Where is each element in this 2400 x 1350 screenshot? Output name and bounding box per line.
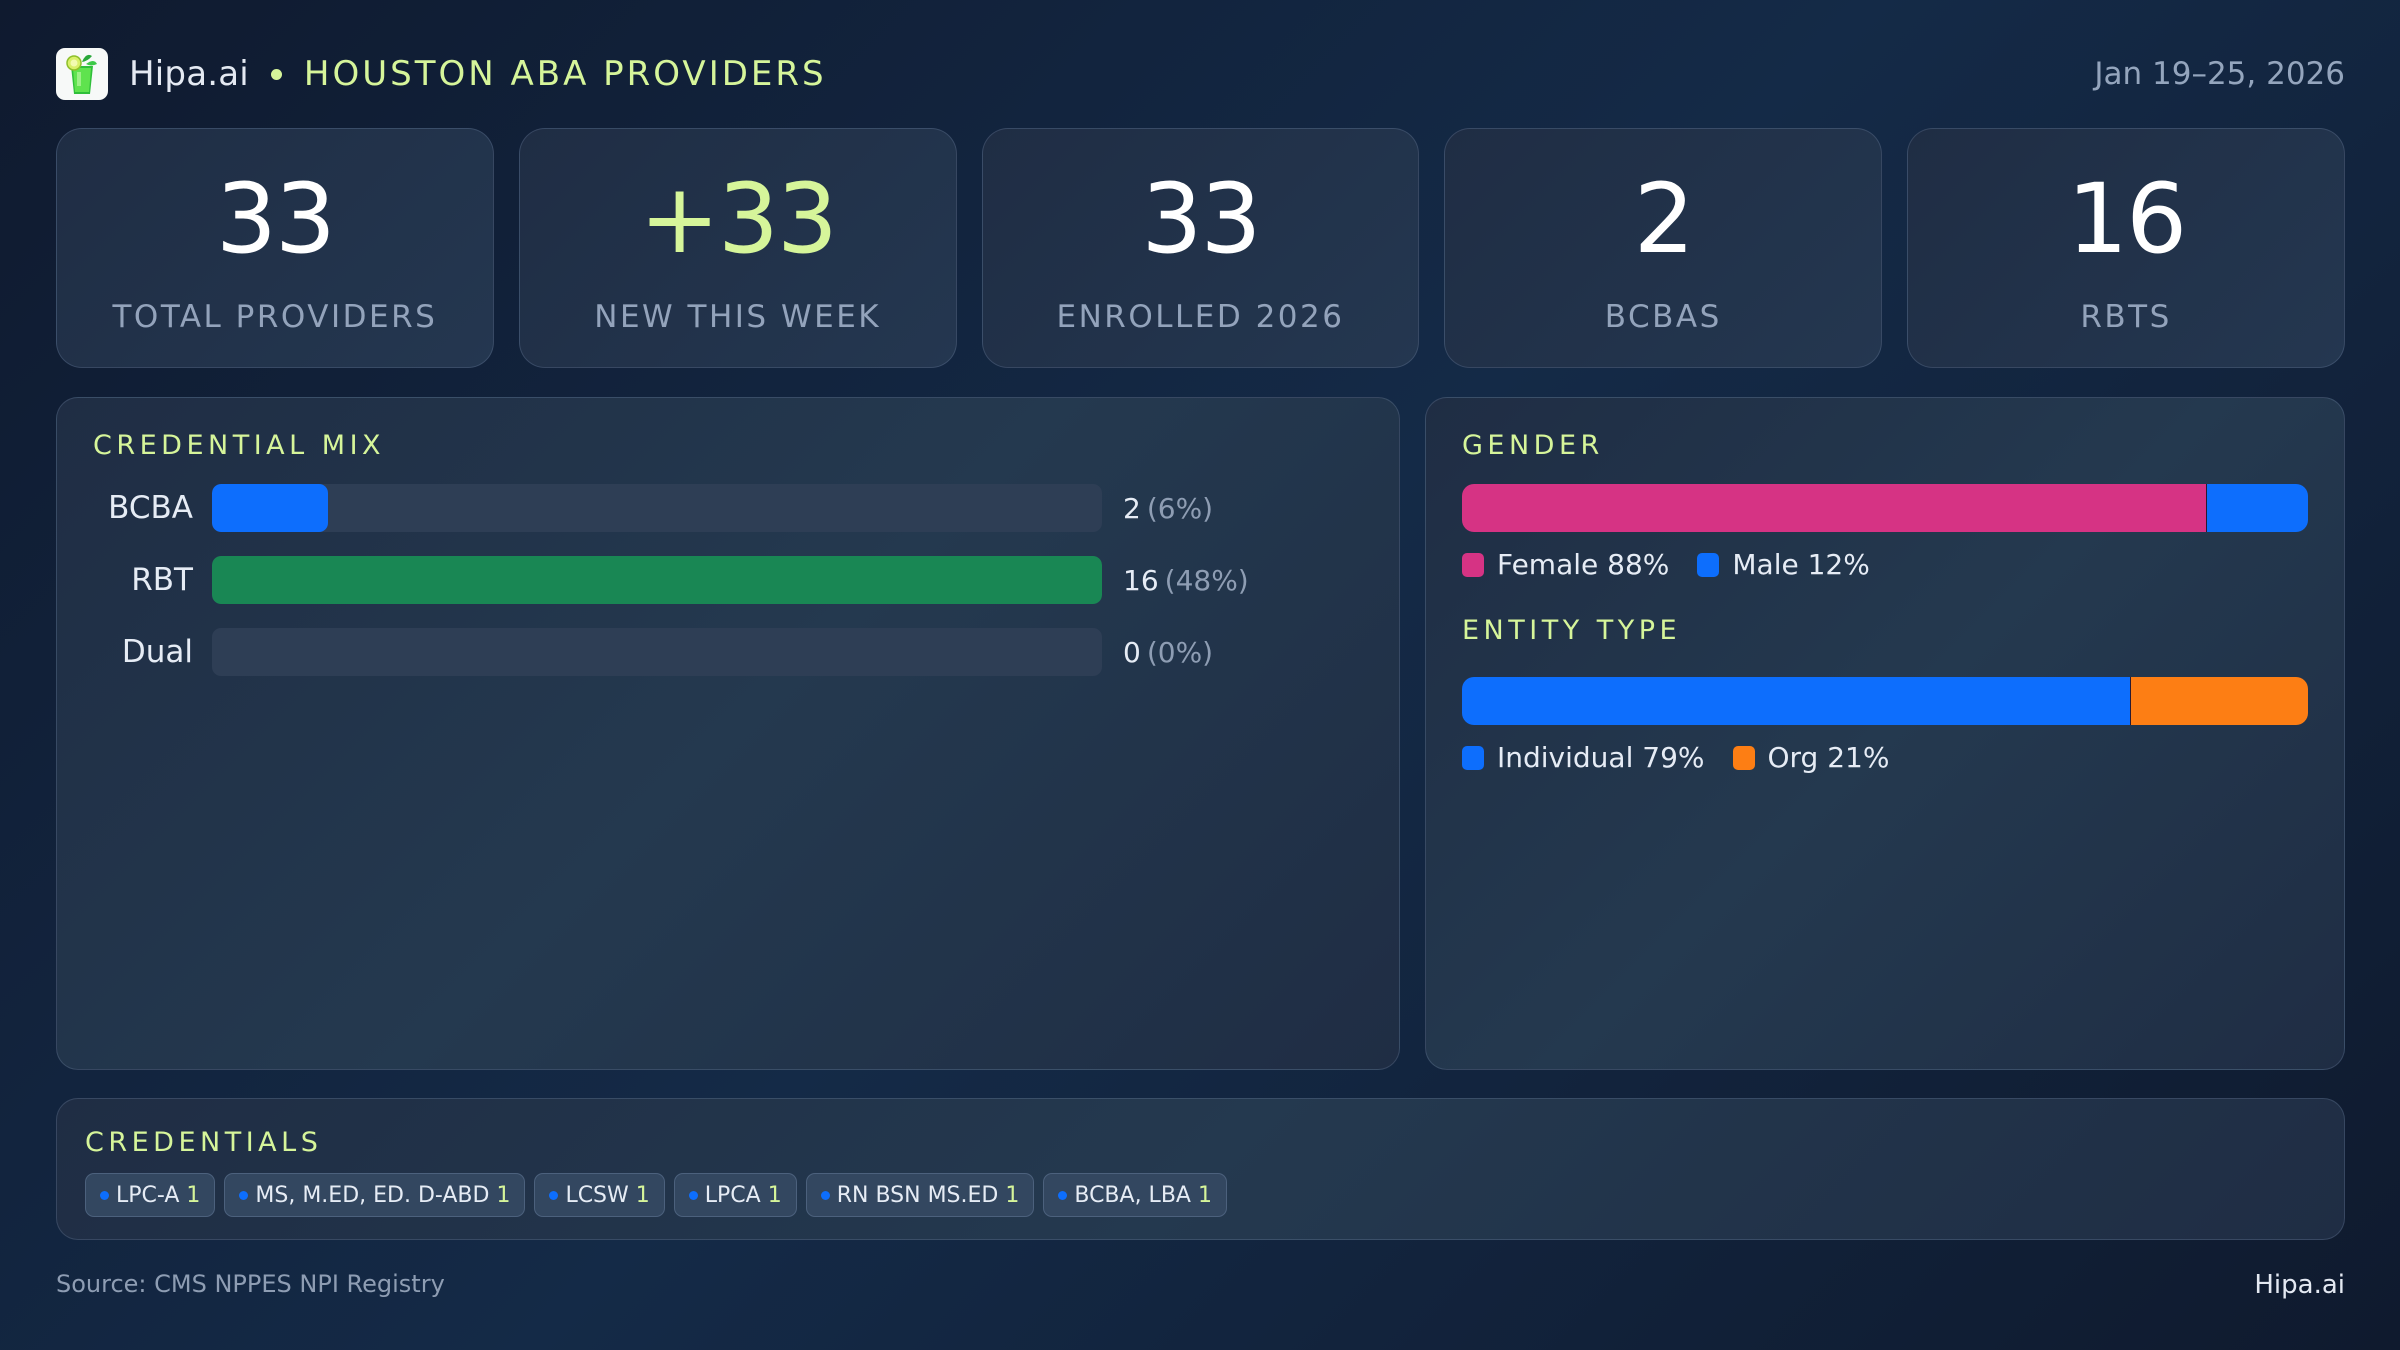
legend-swatch: [1462, 552, 1484, 577]
chip-label: LPCA: [704, 1182, 761, 1208]
bullet-dot-icon: [820, 1190, 830, 1200]
credential-mix-panel: CREDENTIAL MIX BCBA 2 (6%) RBT 16 (48%) Du…: [56, 397, 1400, 1070]
mix-value: 0 (0%): [1123, 636, 1213, 669]
mix-value: 16 (48%): [1123, 564, 1249, 597]
legend-swatch: [1732, 745, 1755, 770]
gender-legend: Female 88% Male 12%: [1462, 548, 1898, 581]
mix-row-dual: Dual 0 (0%): [57, 628, 1213, 676]
mix-bar-track: [212, 628, 1102, 676]
mix-bar-fill: [212, 556, 1102, 604]
title-separator-dot: [270, 68, 282, 80]
legend-item-individual: Individual 79%: [1462, 741, 1705, 774]
mix-bar-fill: [212, 484, 328, 532]
kpi-label: TOTAL PROVIDERS: [112, 299, 438, 335]
bullet-dot-icon: [100, 1190, 109, 1200]
kpi-value: 2: [1633, 163, 1695, 275]
credential-chip: LPC-A 1: [85, 1173, 216, 1217]
legend-item-female: Female 88%: [1462, 548, 1669, 581]
chip-count: 1: [496, 1182, 511, 1208]
chip-label: MS, M.ED, ED. D-ABD: [255, 1182, 490, 1208]
entity-type-stacked-bar: [1462, 677, 2308, 725]
mix-row-rbt: RBT 16 (48%): [57, 556, 1249, 604]
chip-count: 1: [635, 1182, 650, 1208]
legend-label: Female 88%: [1497, 548, 1670, 581]
bullet-dot-icon: [1058, 1190, 1068, 1200]
kpi-label: RBTS: [2080, 299, 2172, 335]
chip-label: RN BSN MS.ED: [836, 1182, 999, 1208]
legend-swatch: [1462, 745, 1484, 770]
legend-label: Male 12%: [1732, 548, 1870, 581]
credential-chip: MS, M.ED, ED. D-ABD 1: [224, 1173, 526, 1217]
mix-count: 16: [1123, 563, 1159, 597]
credential-chip-list: LPC-A 1 MS, M.ED, ED. D-ABD 1 LCSW 1 LPC…: [85, 1173, 1227, 1217]
legend-label: Org 21%: [1767, 741, 1890, 774]
credential-chip: BCBA, LBA 1: [1043, 1173, 1227, 1217]
kpi-label: ENROLLED 2026: [1056, 299, 1345, 335]
kpi-card-bcbas: 2 BCBAS: [1444, 128, 1883, 368]
footer-brand: Hipa.ai: [2254, 1270, 2345, 1300]
gender-segment-female: [1462, 484, 2207, 532]
mix-pct: (6%): [1146, 491, 1214, 525]
header: Hipa.ai HOUSTON ABA PROVIDERS Jan 19–25,…: [56, 48, 2345, 100]
kpi-value: 33: [215, 163, 336, 275]
mix-bar-track: [212, 484, 1102, 532]
kpi-label: NEW THIS WEEK: [594, 299, 882, 335]
legend-item-org: Org 21%: [1732, 741, 1890, 774]
entity-type-legend: Individual 79% Org 21%: [1462, 741, 1917, 774]
legend-label: Individual 79%: [1497, 741, 1705, 774]
chip-label: BCBA, LBA: [1074, 1182, 1191, 1208]
kpi-value: 16: [2067, 163, 2187, 275]
chip-count: 1: [1005, 1182, 1020, 1208]
bullet-dot-icon: [688, 1190, 698, 1200]
entity-segment-individual: [1462, 677, 2131, 725]
kpi-value: 33: [1141, 163, 1261, 275]
mix-label: BCBA: [108, 490, 193, 526]
kpi-row: 33 TOTAL PROVIDERS +33 NEW THIS WEEK 33 …: [56, 128, 2345, 368]
chip-count: 1: [767, 1182, 782, 1208]
page-title: HOUSTON ABA PROVIDERS: [303, 54, 827, 94]
kpi-card-rbts: 16 RBTS: [1907, 128, 2345, 368]
demographics-panel: GENDER Female 88% Male 12% ENTITY TYPE I…: [1425, 397, 2345, 1070]
gender-stacked-bar: [1462, 484, 2308, 532]
panel-title: CREDENTIALS: [85, 1127, 323, 1158]
mix-count: 0: [1123, 635, 1141, 669]
kpi-card-total-providers: 33 TOTAL PROVIDERS: [56, 128, 494, 368]
date-range: Jan 19–25, 2026: [2094, 56, 2345, 92]
panel-title: CREDENTIAL MIX: [93, 430, 386, 461]
gender-title: GENDER: [1462, 430, 1604, 461]
footer-source: Source: CMS NPPES NPI Registry: [56, 1270, 445, 1298]
gender-segment-male: [2206, 484, 2308, 532]
kpi-card-new-this-week: +33 NEW THIS WEEK: [518, 128, 957, 368]
mojito-glass-icon: [56, 48, 108, 100]
mix-row-bcba: BCBA 2 (6%): [57, 484, 1213, 532]
entity-type-title: ENTITY TYPE: [1462, 615, 1682, 646]
bullet-dot-icon: [549, 1190, 559, 1200]
chip-label: LPC-A: [116, 1182, 180, 1208]
legend-item-male: Male 12%: [1697, 548, 1870, 581]
brand-name: Hipa.ai: [129, 54, 249, 94]
chip-count: 1: [186, 1182, 201, 1208]
kpi-value: +33: [639, 163, 838, 275]
credential-chip: LCSW 1: [534, 1173, 665, 1217]
mix-bar-track: [212, 556, 1102, 604]
kpi-card-enrolled-2026: 33 ENROLLED 2026: [981, 128, 1420, 368]
credential-chip: RN BSN MS.ED 1: [805, 1173, 1035, 1217]
bullet-dot-icon: [239, 1190, 249, 1200]
legend-swatch: [1697, 552, 1720, 577]
entity-segment-org: [2130, 677, 2308, 725]
chip-label: LCSW: [565, 1182, 629, 1208]
mix-value: 2 (6%): [1123, 492, 1213, 525]
mix-label: RBT: [131, 562, 193, 598]
credential-chip: LPCA 1: [673, 1173, 797, 1217]
mix-count: 2: [1123, 491, 1141, 525]
kpi-label: BCBAS: [1604, 299, 1722, 335]
mix-pct: (48%): [1164, 563, 1249, 597]
chip-count: 1: [1197, 1182, 1212, 1208]
mix-pct: (0%): [1146, 635, 1214, 669]
mix-label: Dual: [121, 634, 193, 670]
credentials-panel: CREDENTIALS LPC-A 1 MS, M.ED, ED. D-ABD …: [56, 1098, 2345, 1240]
